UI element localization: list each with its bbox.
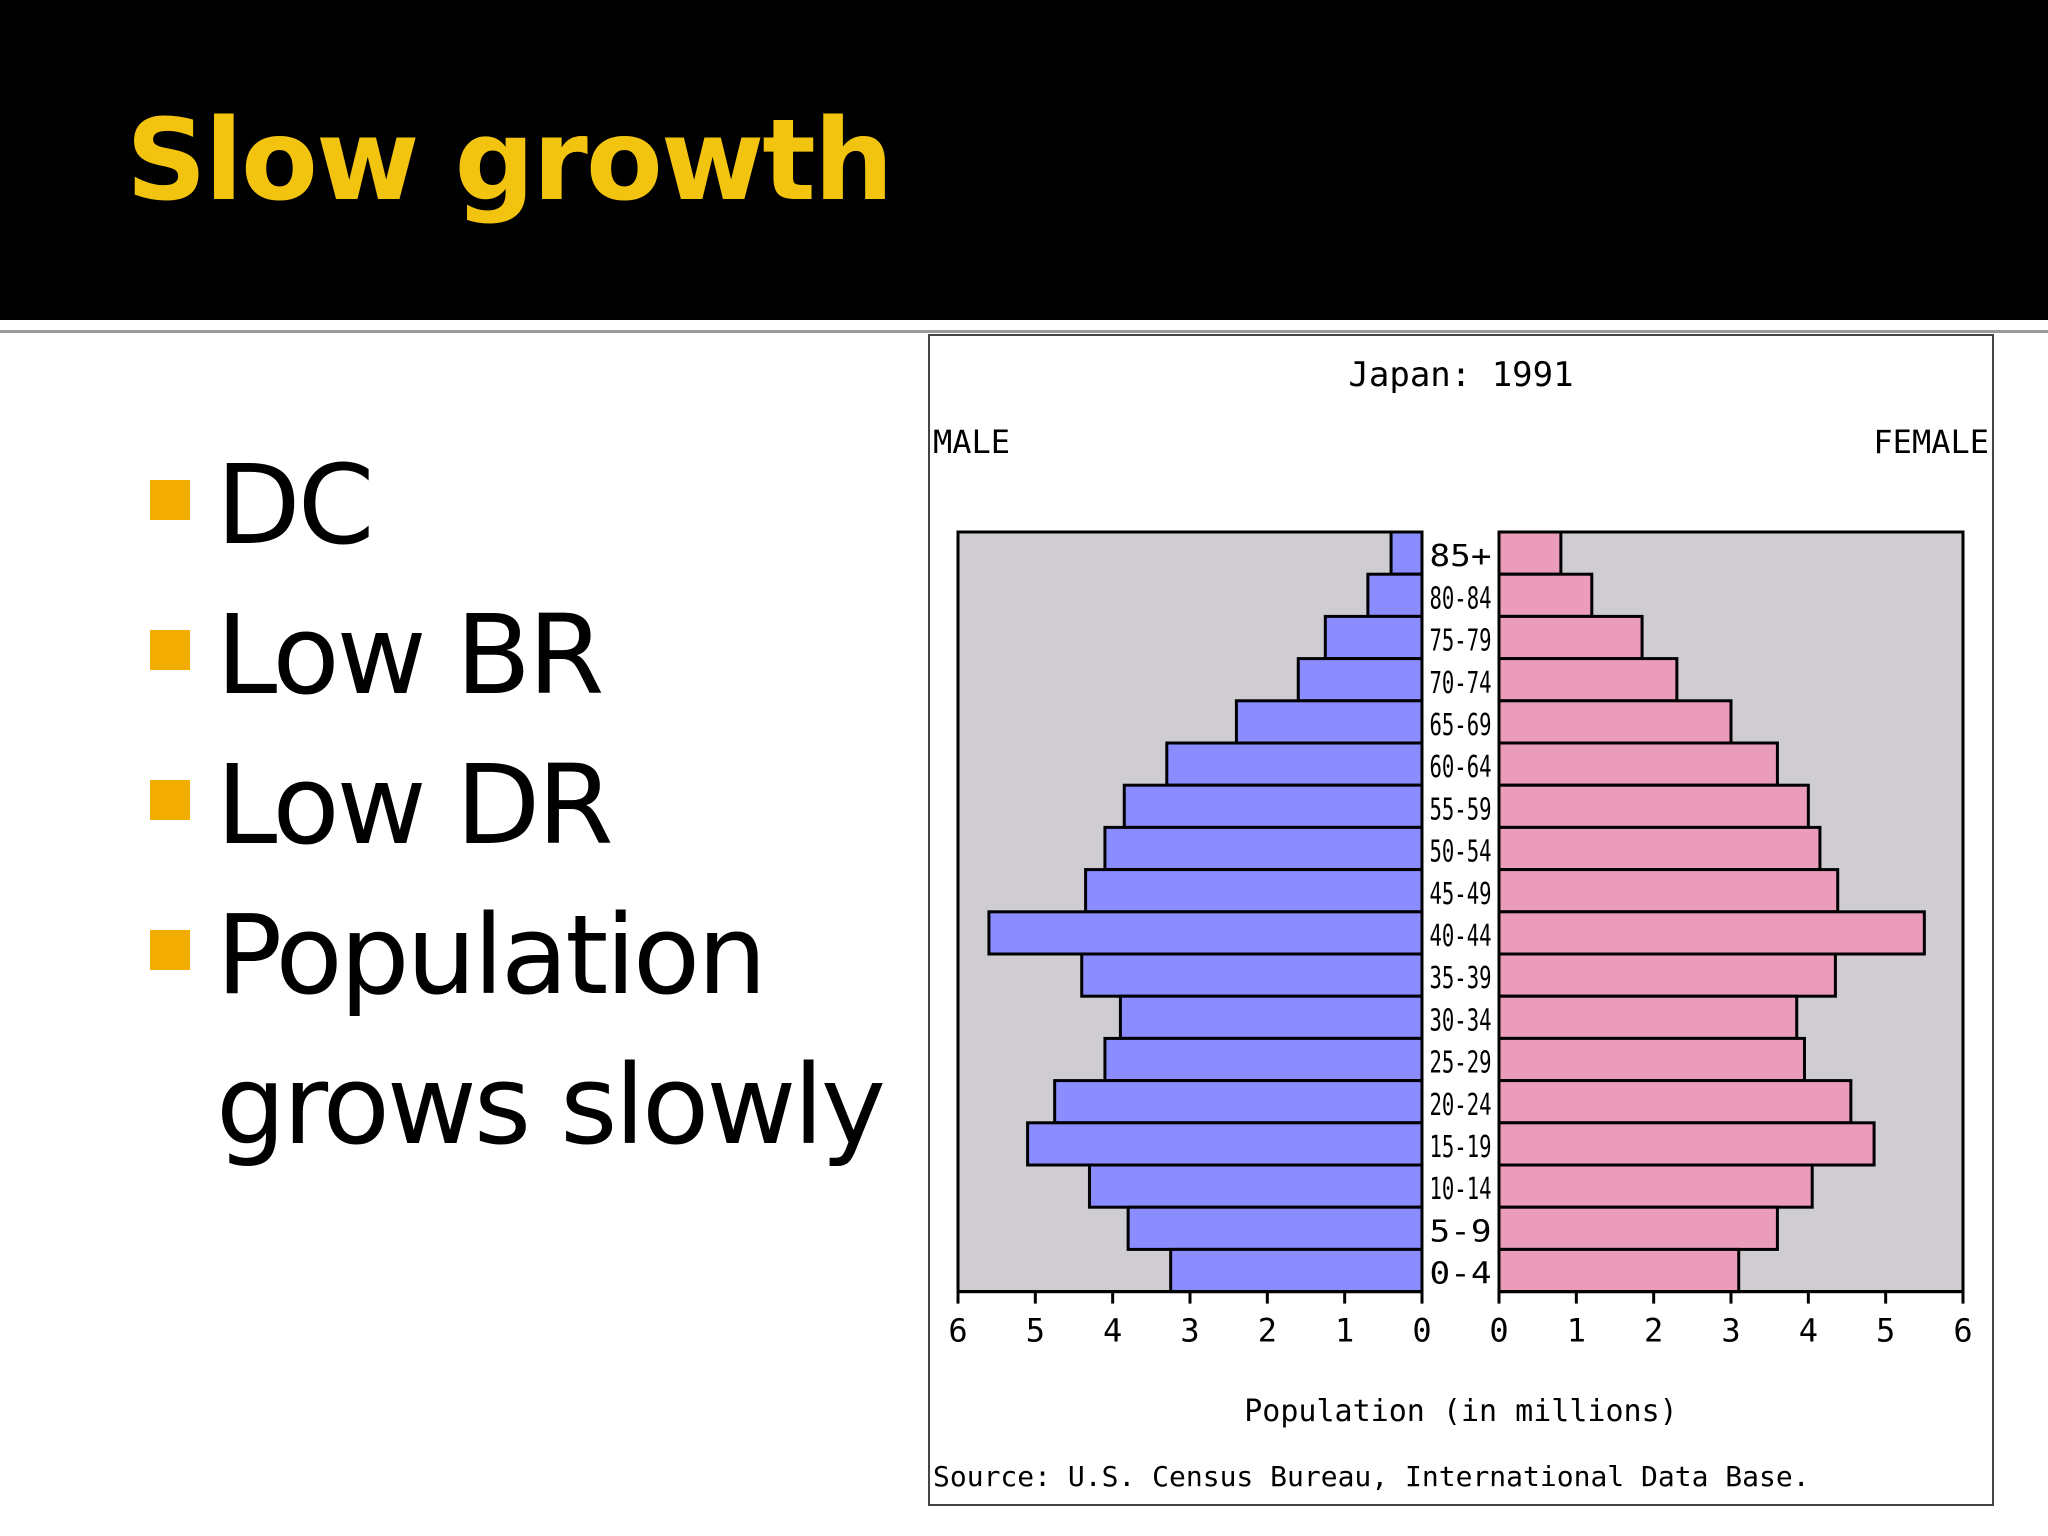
x-axis-label: Population (in millions) [1244,1394,1677,1429]
age-group-label: 10-14 [1430,1172,1492,1207]
x-tick-label: 3 [1721,1312,1740,1350]
female-bar [1497,783,1810,829]
female-bar [1497,1036,1806,1083]
square-bullet-icon [150,630,190,670]
bullet-text: Low DR [216,741,614,869]
male-bar [1169,1247,1424,1294]
bullet-text: Population grows slowly [216,891,886,1169]
male-bar [1389,530,1424,576]
female-bar [1497,614,1644,661]
population-pyramid-chart: 85+ 80-84 75-79 70-74 65-69 60-64 55-59 50-54 45… [928,334,1994,1506]
age-group-label: 85+ [1430,539,1492,574]
x-tick-label: 1 [1335,1312,1354,1350]
female-bar [1497,952,1837,998]
x-tick-label: 0 [1489,1312,1508,1350]
square-bullet-icon [150,930,190,970]
male-bar [1026,1121,1424,1167]
age-group-label: 30-34 [1430,1003,1492,1038]
female-bar [1497,1079,1853,1125]
bullet-list: DC Low BR Low DR Population grows slowly [150,430,910,1180]
age-group-label: 40-44 [1430,919,1492,954]
female-bar [1497,825,1822,872]
age-group-label: 25-29 [1430,1046,1492,1081]
female-bar [1497,868,1840,914]
x-tick-label: 0 [1412,1312,1431,1350]
x-tick-label: 5 [1876,1312,1895,1350]
slide-header [0,0,2048,320]
x-tick-label: 4 [1103,1312,1122,1350]
bullet-item: Low BR [150,580,910,730]
male-label: MALE [933,423,1010,461]
age-group-label: 5-9 [1430,1214,1492,1249]
female-bar [1497,1163,1814,1209]
age-group-label: 65-69 [1430,708,1492,743]
female-bar [1497,1121,1876,1167]
male-bar [1053,1079,1424,1125]
x-tick-label: 1 [1567,1312,1586,1350]
male-bar [1234,699,1424,745]
square-bullet-icon [150,480,190,520]
age-group-label: 70-74 [1430,666,1492,701]
age-group-label: 20-24 [1430,1088,1492,1123]
male-bar [1084,868,1424,914]
bullet-item: Population grows slowly [150,880,910,1180]
male-bar [1366,572,1424,618]
x-tick-label: 5 [1026,1312,1045,1350]
male-bar [1126,1205,1424,1251]
male-bar [1122,783,1424,829]
age-label-column [1422,532,1499,1292]
chart-title: Japan: 1991 [1348,355,1573,395]
female-bar [1497,910,1926,956]
male-bar [1103,825,1424,872]
female-bar [1497,1205,1779,1251]
bullet-text: Low BR [216,591,604,719]
pyramid-svg: 85+80-8475-7970-7465-6960-6455-5950-5445… [933,355,1989,1493]
age-group-label: 0-4 [1430,1257,1492,1292]
female-label: FEMALE [1873,423,1989,461]
male-bar [1323,614,1424,661]
female-bar [1497,657,1679,703]
male-bar [1103,1036,1424,1083]
female-bar [1497,530,1563,576]
male-bar [1118,994,1424,1040]
age-group-label: 55-59 [1430,792,1492,827]
male-bar [1296,657,1424,703]
age-group-label: 75-79 [1430,624,1492,659]
age-group-label: 60-64 [1430,750,1492,785]
slide-title: Slow growth [126,96,894,226]
x-tick-label: 6 [1953,1312,1972,1350]
square-bullet-icon [150,780,190,820]
age-group-label: 15-19 [1430,1130,1492,1165]
x-tick-label: 2 [1258,1312,1277,1350]
bullet-text: DC [216,441,375,569]
female-bar [1497,1247,1741,1294]
x-tick-label: 3 [1180,1312,1199,1350]
male-bar [1165,741,1424,787]
female-bar [1497,572,1594,618]
age-group-label: 80-84 [1430,581,1492,616]
bullet-item: Low DR [150,730,910,880]
male-bar [1087,1163,1424,1209]
bullet-item: DC [150,430,910,580]
female-bar [1497,741,1779,787]
male-bar [1080,952,1424,998]
header-divider-shadow [0,330,2048,333]
x-tick-label: 6 [948,1312,967,1350]
x-tick-label: 4 [1799,1312,1818,1350]
female-bar [1497,994,1799,1040]
age-group-label: 45-49 [1430,877,1492,912]
x-tick-label: 2 [1644,1312,1663,1350]
female-bar [1497,699,1733,745]
source-note: Source: U.S. Census Bureau, Internationa… [933,1460,1810,1493]
age-group-label: 35-39 [1430,961,1492,996]
header-divider [0,320,2048,326]
male-bar [987,910,1424,956]
age-group-label: 50-54 [1430,835,1492,870]
